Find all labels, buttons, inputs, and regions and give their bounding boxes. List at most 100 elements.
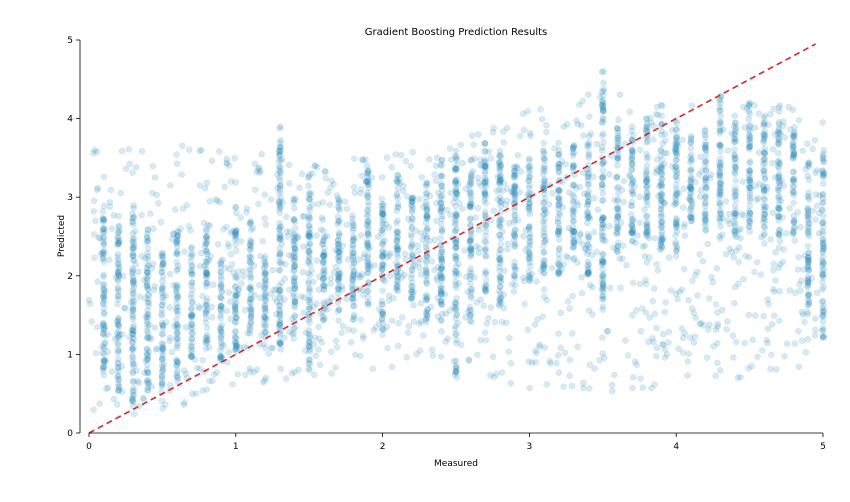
data-point <box>217 280 224 288</box>
data-point <box>482 337 490 344</box>
data-point <box>594 206 602 213</box>
data-point <box>268 344 275 352</box>
data-point <box>471 155 478 162</box>
data-point <box>187 342 195 350</box>
data-point <box>144 230 151 238</box>
data-point <box>291 298 299 306</box>
data-point <box>115 263 123 271</box>
data-point <box>564 298 572 305</box>
data-point <box>781 134 789 141</box>
data-point <box>629 132 637 139</box>
data-point <box>262 221 270 228</box>
data-point <box>228 261 236 268</box>
data-point <box>166 334 174 341</box>
data-point <box>437 241 445 248</box>
data-point <box>218 328 225 336</box>
data-point <box>115 272 123 280</box>
data-point <box>654 111 662 119</box>
data-point <box>650 338 657 346</box>
data-point <box>466 303 474 311</box>
data-point <box>789 140 796 148</box>
data-point <box>334 254 341 261</box>
data-point <box>100 325 107 333</box>
data-point <box>510 230 518 237</box>
data-point <box>100 285 107 292</box>
data-point <box>696 193 704 200</box>
data-point <box>166 381 174 389</box>
data-point <box>746 202 753 209</box>
data-point <box>147 210 154 217</box>
data-point <box>115 227 123 234</box>
data-point <box>247 282 254 290</box>
data-point <box>187 268 195 275</box>
data-point <box>493 370 500 378</box>
data-point <box>679 204 687 211</box>
data-point <box>802 165 809 173</box>
data-point <box>471 274 478 281</box>
data-point <box>129 265 136 272</box>
data-point <box>557 344 564 352</box>
data-point <box>551 145 558 152</box>
data-point <box>482 247 489 254</box>
data-point <box>237 237 245 245</box>
data-point <box>401 250 409 258</box>
data-point <box>724 217 732 224</box>
data-point <box>586 113 593 120</box>
data-point <box>320 227 327 234</box>
data-point <box>438 328 445 335</box>
data-point <box>335 306 343 313</box>
data-point <box>761 150 769 158</box>
data-point <box>249 225 257 232</box>
data-point <box>652 169 660 176</box>
data-point <box>624 352 632 359</box>
data-point <box>233 314 240 322</box>
data-point <box>763 186 770 194</box>
data-point <box>357 185 365 193</box>
data-point <box>130 244 137 252</box>
data-point <box>173 373 180 380</box>
data-point <box>310 341 318 348</box>
data-point <box>438 186 446 194</box>
data-point <box>537 267 545 274</box>
data-point <box>362 178 370 185</box>
data-point <box>138 148 146 155</box>
data-point <box>536 343 543 350</box>
data-point <box>636 193 643 201</box>
data-point <box>129 315 137 323</box>
data-point <box>487 372 494 379</box>
data-point <box>319 237 327 245</box>
data-point <box>820 242 827 250</box>
data-point <box>276 244 283 252</box>
data-point <box>751 101 758 109</box>
data-point <box>250 368 258 376</box>
data-point <box>217 347 224 355</box>
data-point <box>129 346 136 354</box>
data-point <box>100 309 108 316</box>
data-point <box>512 192 519 200</box>
data-point <box>482 179 489 186</box>
data-point <box>690 309 698 317</box>
data-point <box>452 331 459 338</box>
data-point <box>600 158 608 166</box>
data-point <box>276 324 283 331</box>
data-point <box>144 310 151 318</box>
data-point <box>232 232 239 240</box>
data-point <box>576 183 584 191</box>
data-point <box>623 261 630 269</box>
data-point <box>288 315 296 323</box>
data-point <box>196 182 204 189</box>
data-point <box>775 121 783 128</box>
data-point <box>701 200 709 207</box>
data-point <box>659 175 666 183</box>
data-point <box>781 353 788 360</box>
data-point <box>129 398 137 406</box>
data-point <box>587 130 595 137</box>
data-point <box>262 276 270 283</box>
data-point <box>496 267 503 275</box>
data-point <box>726 245 734 253</box>
data-point <box>173 307 180 315</box>
data-point <box>482 253 490 260</box>
data-point <box>479 162 486 170</box>
data-point <box>189 390 196 398</box>
data-point <box>626 108 633 116</box>
